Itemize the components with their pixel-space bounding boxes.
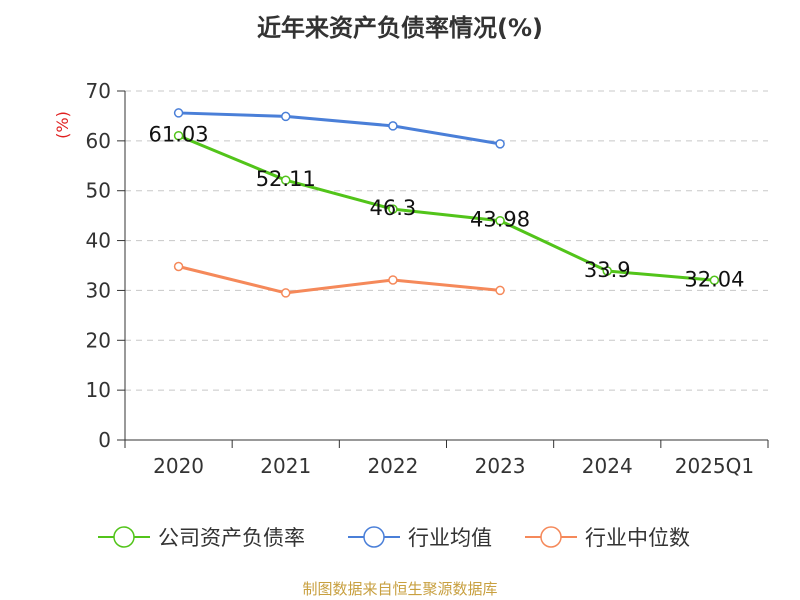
y-tick-label: 50 [86, 179, 111, 203]
x-tick-label: 2024 [582, 454, 633, 478]
source-note: 制图数据来自恒生聚源数据库 [302, 580, 498, 598]
data-point [173, 261, 184, 272]
legend-marker [540, 526, 562, 548]
x-tick-label: 2022 [367, 454, 418, 478]
series-line [178, 134, 715, 282]
data-point [281, 175, 291, 185]
y-axis-label: (%) [53, 111, 72, 139]
data-point [602, 266, 612, 276]
data-label: 33.9 [584, 258, 631, 282]
data-point [388, 121, 398, 131]
data-label: 43.98 [470, 208, 530, 232]
y-tick-label: 70 [86, 79, 111, 103]
legend-marker [113, 526, 135, 548]
data-point [709, 275, 720, 286]
data-point [388, 275, 398, 285]
series-line [178, 265, 501, 295]
data-point [495, 139, 505, 149]
y-tick-label: 60 [86, 129, 111, 153]
data-point [281, 288, 291, 298]
legend-label: 行业均值 [408, 526, 492, 550]
y-tick-label: 0 [98, 428, 111, 452]
y-tick-label: 30 [86, 278, 111, 302]
x-tick-label: 2020 [153, 454, 204, 478]
y-tick-label: 40 [86, 229, 111, 253]
axes: 0 10 20 30 40 50 60 70 2020 2021 2022 2023 2024 2025Q… [53, 79, 769, 478]
series-lines [173, 108, 720, 298]
y-tick-label: 10 [86, 378, 111, 402]
legend: 公司资产负债率 行业均值 行业中位数 [98, 526, 690, 550]
data-point [495, 285, 505, 296]
chart-title: 近年来资产负债率情况(%) [257, 14, 543, 42]
x-tick-label: 2021 [260, 454, 311, 478]
data-point [173, 130, 184, 141]
x-tick-label: 2023 [475, 454, 526, 478]
data-point [173, 108, 184, 118]
data-label: 52.11 [256, 167, 316, 191]
data-point [281, 111, 291, 122]
data-label: 61.03 [149, 123, 209, 147]
legend-marker [363, 526, 385, 548]
y-tick-label: 20 [86, 328, 111, 352]
data-label: 46.3 [370, 196, 417, 220]
data-point [388, 204, 398, 214]
data-label: 32.04 [684, 267, 744, 291]
grid-lines [125, 90, 768, 391]
series-line [178, 111, 501, 146]
x-tick-label: 2025Q1 [675, 454, 754, 478]
data-point [495, 215, 505, 226]
legend-label: 公司资产负债率 [158, 526, 305, 550]
legend-label: 行业中位数 [585, 526, 690, 550]
data-labels: 61.03 52.11 46.3 43.98 33.9 32.04 [149, 123, 745, 292]
